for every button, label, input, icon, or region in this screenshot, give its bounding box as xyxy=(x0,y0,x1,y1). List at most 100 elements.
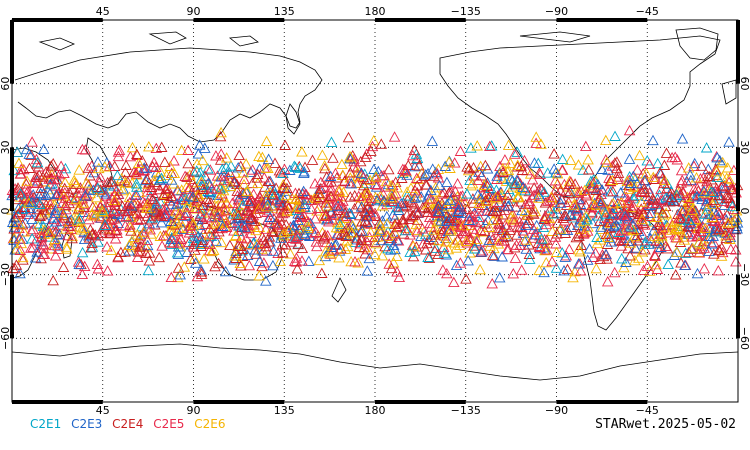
top-lon-tick-label: −135 xyxy=(451,5,481,18)
observation-marker xyxy=(703,245,715,256)
observation-marker xyxy=(661,182,673,194)
observation-marker xyxy=(234,160,247,171)
observation-marker xyxy=(192,230,205,242)
observation-marker xyxy=(457,219,470,231)
observation-marker xyxy=(664,195,676,207)
observation-marker xyxy=(344,191,357,202)
observation-marker xyxy=(37,143,50,154)
coastline-arctic-islands xyxy=(38,31,591,51)
observation-marker xyxy=(47,213,60,225)
observation-marker xyxy=(558,264,570,276)
observation-marker xyxy=(385,191,398,203)
observation-marker xyxy=(229,230,242,242)
observation-marker xyxy=(560,210,572,222)
observation-marker xyxy=(471,233,483,244)
observation-marker xyxy=(404,246,416,257)
observation-marker xyxy=(109,233,122,244)
observation-marker xyxy=(228,254,240,265)
observation-marker xyxy=(661,178,674,190)
observation-marker xyxy=(61,243,73,254)
observation-marker xyxy=(703,230,715,241)
observation-marker xyxy=(23,197,35,208)
observation-marker xyxy=(514,182,526,193)
observation-marker xyxy=(58,212,70,223)
observation-marker xyxy=(344,150,356,162)
observation-marker xyxy=(494,160,506,172)
observation-marker xyxy=(542,195,554,206)
observation-marker xyxy=(320,209,332,220)
dataset-date-stamp: STARwet.2025-05-02 xyxy=(595,417,736,432)
observation-marker xyxy=(291,204,304,216)
observation-marker xyxy=(556,164,568,175)
observation-marker xyxy=(635,185,647,197)
observation-marker xyxy=(201,193,213,204)
observation-marker xyxy=(622,235,634,247)
observation-marker xyxy=(115,172,128,184)
observation-marker xyxy=(350,232,363,243)
observation-marker xyxy=(516,164,529,175)
observation-marker xyxy=(441,267,453,279)
observation-marker xyxy=(194,210,206,221)
observation-marker xyxy=(325,136,338,147)
observation-marker xyxy=(153,251,165,263)
observation-marker xyxy=(47,157,59,169)
observation-marker xyxy=(35,182,47,193)
observation-marker xyxy=(546,225,559,236)
observation-marker xyxy=(143,140,155,152)
observation-marker xyxy=(192,190,204,201)
observation-marker xyxy=(97,220,110,232)
right-lat-tick-label: 60 xyxy=(738,77,750,91)
observation-marker xyxy=(202,163,214,174)
observation-marker xyxy=(568,199,580,210)
top-lon-tick-label: 180 xyxy=(365,5,386,18)
observation-marker xyxy=(228,250,241,261)
observation-marker xyxy=(697,221,709,232)
observation-marker xyxy=(116,184,129,196)
observation-marker xyxy=(523,253,536,264)
observation-marker xyxy=(366,140,379,152)
observation-marker xyxy=(325,206,337,217)
observation-marker xyxy=(305,194,317,205)
observation-marker xyxy=(192,148,205,159)
observation-marker xyxy=(422,206,434,217)
observation-marker xyxy=(636,207,649,218)
observation-marker xyxy=(440,236,452,247)
observation-marker xyxy=(619,210,631,222)
observation-marker xyxy=(214,130,227,142)
observation-marker xyxy=(699,208,712,219)
observation-marker xyxy=(604,175,617,186)
observation-marker xyxy=(624,250,636,261)
observation-marker xyxy=(37,171,49,182)
observation-marker xyxy=(589,247,602,258)
observation-marker xyxy=(76,268,89,280)
observation-marker xyxy=(215,126,227,138)
observation-marker xyxy=(528,182,540,193)
observation-marker xyxy=(407,209,419,220)
observation-marker xyxy=(551,228,563,239)
observation-marker xyxy=(450,259,463,271)
observation-marker xyxy=(14,233,26,244)
observation-marker xyxy=(358,179,370,191)
observation-marker xyxy=(391,221,403,233)
observation-marker xyxy=(274,255,286,266)
observation-marker xyxy=(731,223,743,234)
observation-marker xyxy=(20,178,33,189)
observation-marker xyxy=(701,200,714,211)
observation-marker xyxy=(116,200,129,211)
observation-marker xyxy=(493,222,505,233)
observation-marker xyxy=(204,164,217,175)
observation-marker xyxy=(324,170,337,181)
observation-marker xyxy=(508,148,521,159)
observation-marker xyxy=(145,184,158,195)
observation-marker xyxy=(723,229,736,240)
observation-marker xyxy=(55,160,67,171)
observation-marker xyxy=(696,193,708,205)
observation-marker xyxy=(713,207,726,219)
observation-marker xyxy=(645,207,657,219)
observation-marker xyxy=(260,240,273,252)
observation-marker xyxy=(623,153,636,164)
observation-marker xyxy=(31,177,43,188)
observation-marker xyxy=(60,241,73,252)
observation-marker xyxy=(91,258,104,269)
observation-marker xyxy=(68,174,80,186)
